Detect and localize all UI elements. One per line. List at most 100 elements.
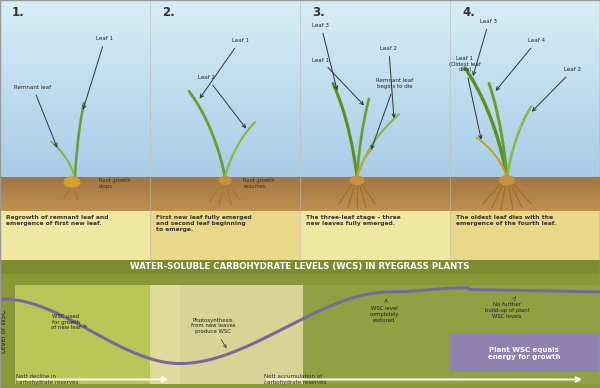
Text: Nett decline in
carbohydrate reserves: Nett decline in carbohydrate reserves <box>16 374 78 385</box>
Bar <box>0 128 600 132</box>
Bar <box>0 84 600 88</box>
Text: Remnant leaf: Remnant leaf <box>14 85 57 147</box>
Text: Leaf 1: Leaf 1 <box>313 58 364 105</box>
Bar <box>0 141 600 146</box>
Bar <box>0 88 600 93</box>
Text: Photosynthesis
from new leaves
produce WSC: Photosynthesis from new leaves produce W… <box>191 318 235 348</box>
Bar <box>0 17 600 22</box>
Bar <box>303 285 600 384</box>
Text: Leaf 3: Leaf 3 <box>473 19 497 75</box>
Bar <box>0 53 600 57</box>
Bar <box>0 197 600 200</box>
Bar <box>0 48 600 53</box>
Bar <box>0 168 600 172</box>
Bar <box>0 154 600 159</box>
Text: WATER-SOLUBLE CARBOHYDRATE LEVELS (WCS) IN RYEGRASS PLANTS: WATER-SOLUBLE CARBOHYDRATE LEVELS (WCS) … <box>130 262 470 271</box>
Circle shape <box>350 176 364 185</box>
Bar <box>0 163 600 168</box>
Text: 3.: 3. <box>312 6 325 19</box>
Bar <box>0 75 600 80</box>
Bar <box>0 80 600 84</box>
Bar <box>0 211 150 260</box>
Bar <box>0 9 600 13</box>
Bar <box>0 207 600 209</box>
Text: Regrowth of remnant leaf and
emergence of first new leaf.: Regrowth of remnant leaf and emergence o… <box>6 215 109 226</box>
Text: 1.: 1. <box>12 6 25 19</box>
Bar <box>0 179 600 181</box>
Bar <box>150 285 303 384</box>
Bar <box>0 172 600 177</box>
Bar <box>0 106 600 110</box>
Circle shape <box>64 177 80 187</box>
Text: Leaf 2: Leaf 2 <box>533 68 581 111</box>
Text: First new leaf fully emerged
and second leaf beginning
to emerge.: First new leaf fully emerged and second … <box>156 215 252 232</box>
Bar <box>0 159 600 163</box>
Bar <box>0 115 600 119</box>
Bar <box>0 184 600 186</box>
Text: Root growth
stops: Root growth stops <box>99 178 131 189</box>
Text: Leaf 3: Leaf 3 <box>313 23 338 89</box>
Text: WSC used
for growth
of new leaf: WSC used for growth of new leaf <box>51 314 86 330</box>
Bar <box>0 13 600 17</box>
Text: WSC level
completely
restored: WSC level completely restored <box>369 300 399 322</box>
Text: Leaf 2: Leaf 2 <box>199 75 245 128</box>
Bar <box>0 146 600 150</box>
Bar <box>0 123 600 128</box>
Text: The three-leaf stage – three
new leaves fully emerged.: The three-leaf stage – three new leaves … <box>306 215 401 226</box>
Bar <box>0 177 600 179</box>
Bar <box>0 150 600 154</box>
Text: Root growth
resumes: Root growth resumes <box>243 178 275 189</box>
Bar <box>0 40 600 44</box>
Text: 4.: 4. <box>462 6 475 19</box>
Bar <box>0 44 600 48</box>
Text: Leaf 2: Leaf 2 <box>380 46 397 117</box>
Bar <box>0 186 600 188</box>
Bar <box>0 202 600 204</box>
Bar <box>0 31 600 35</box>
Circle shape <box>500 176 514 185</box>
Text: Leaf 4: Leaf 4 <box>496 38 545 90</box>
Bar <box>0 26 600 31</box>
Text: Leaf 1: Leaf 1 <box>83 36 113 109</box>
Bar <box>0 93 600 97</box>
Bar <box>0 4 600 9</box>
Bar <box>150 211 300 260</box>
Bar <box>0 191 600 193</box>
Bar <box>0 195 600 197</box>
Text: No further
build-up of plant
WSC levels: No further build-up of plant WSC levels <box>485 297 529 319</box>
Bar <box>0 209 600 211</box>
Bar <box>0 204 600 207</box>
Bar <box>0 97 600 102</box>
Bar <box>0 110 600 115</box>
Bar <box>0 119 600 123</box>
FancyBboxPatch shape <box>450 334 599 372</box>
Text: Level of WSC: Level of WSC <box>1 309 7 353</box>
Bar <box>0 71 600 75</box>
Bar <box>0 260 600 274</box>
Bar <box>15 285 180 384</box>
Text: Nett accumulation of
carbohydrate reserves: Nett accumulation of carbohydrate reserv… <box>264 374 326 385</box>
Text: Leaf 1
(Oldest leaf
dies): Leaf 1 (Oldest leaf dies) <box>449 56 482 139</box>
Text: Leaf 1: Leaf 1 <box>200 38 248 98</box>
Bar <box>0 274 600 388</box>
Bar <box>0 57 600 62</box>
Bar <box>0 66 600 71</box>
Bar <box>0 188 600 191</box>
Text: Remnant leaf
begins to die: Remnant leaf begins to die <box>371 78 413 149</box>
Bar <box>450 211 600 260</box>
Text: Plant WSC equals
energy for growth: Plant WSC equals energy for growth <box>488 346 560 360</box>
Bar <box>0 193 600 195</box>
Bar <box>0 35 600 40</box>
Bar <box>0 132 600 137</box>
Bar <box>0 181 600 184</box>
Bar <box>0 62 600 66</box>
Circle shape <box>219 177 231 184</box>
Bar <box>300 211 450 260</box>
Bar <box>0 102 600 106</box>
Text: The oldest leaf dies with the
emergence of the fourth leaf.: The oldest leaf dies with the emergence … <box>456 215 556 226</box>
Bar <box>0 22 600 26</box>
Bar <box>0 137 600 141</box>
Bar <box>0 200 600 202</box>
Text: 2.: 2. <box>162 6 175 19</box>
Bar <box>0 0 600 4</box>
